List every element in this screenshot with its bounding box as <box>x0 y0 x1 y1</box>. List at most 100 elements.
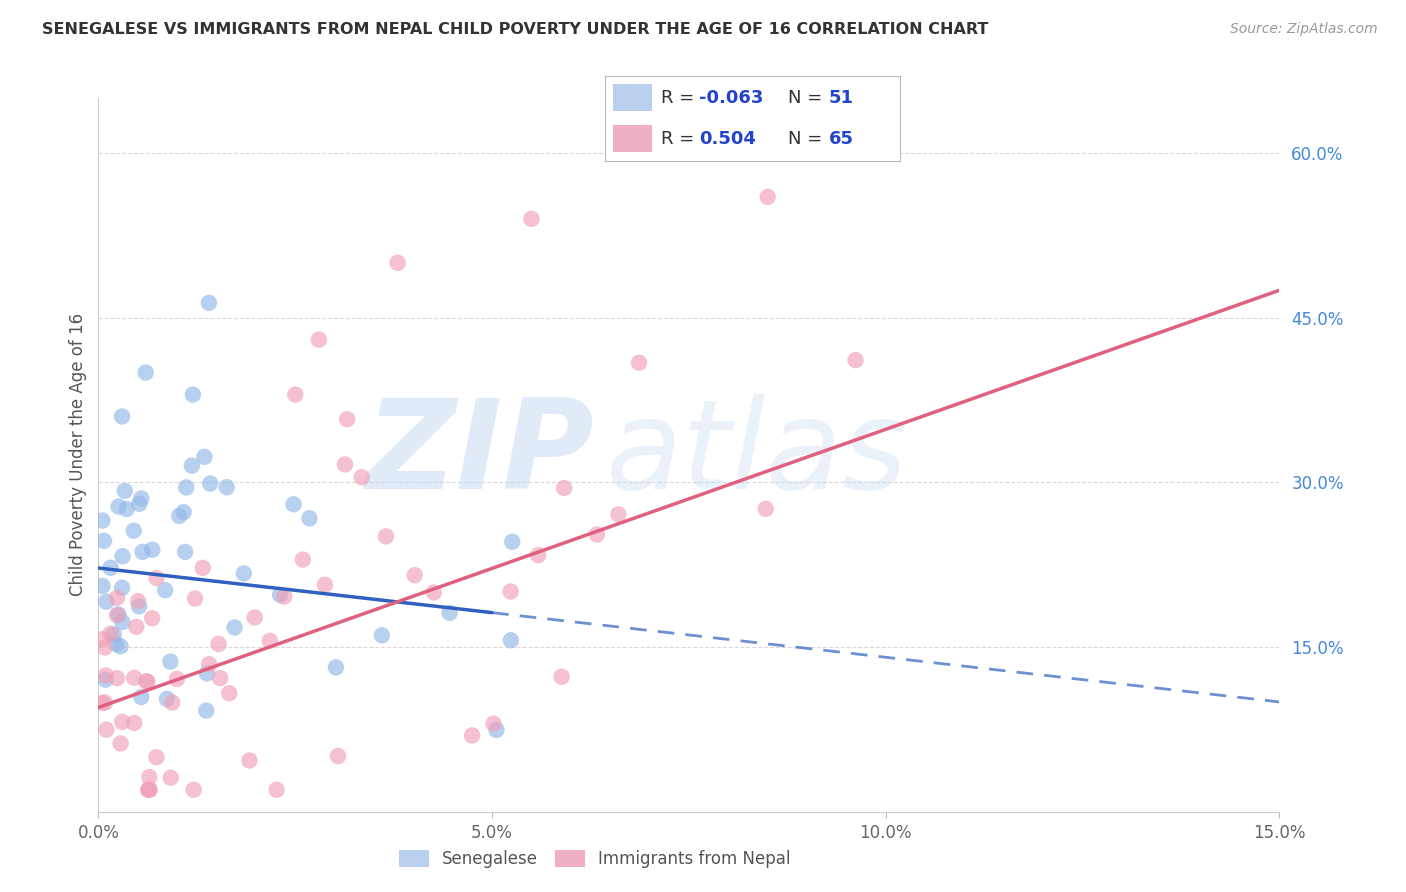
Y-axis label: Child Poverty Under the Age of 16: Child Poverty Under the Age of 16 <box>69 313 87 597</box>
Point <box>756 190 779 204</box>
Legend: Senegalese, Immigrants from Nepal: Senegalese, Immigrants from Nepal <box>392 843 797 875</box>
Point <box>94 640 117 655</box>
Point <box>136 782 159 797</box>
Point <box>91 514 114 528</box>
Point <box>550 670 572 684</box>
Point <box>174 545 197 559</box>
Point <box>183 782 205 797</box>
Point <box>105 637 128 651</box>
Point <box>499 584 522 599</box>
Point <box>184 591 207 606</box>
Point <box>138 782 160 797</box>
Point <box>141 542 163 557</box>
Text: SENEGALESE VS IMMIGRANTS FROM NEPAL CHILD POVERTY UNDER THE AGE OF 16 CORRELATIO: SENEGALESE VS IMMIGRANTS FROM NEPAL CHIL… <box>42 22 988 37</box>
Point <box>553 481 575 495</box>
Point <box>115 502 138 516</box>
Point <box>232 566 254 581</box>
Point <box>107 607 129 622</box>
Point <box>174 480 197 494</box>
Point <box>283 497 305 511</box>
Point <box>181 387 204 401</box>
Point <box>105 608 128 623</box>
Point <box>198 296 221 310</box>
Point <box>138 770 160 784</box>
Point <box>387 256 409 270</box>
Point <box>191 561 214 575</box>
Point <box>156 691 179 706</box>
Point <box>195 666 218 681</box>
Point <box>166 672 188 686</box>
Text: atlas: atlas <box>606 394 908 516</box>
Point <box>91 632 114 647</box>
Point <box>325 660 347 674</box>
Point <box>284 387 307 401</box>
Text: N =: N = <box>787 129 828 147</box>
Point <box>215 480 238 494</box>
Point <box>96 595 118 609</box>
Point <box>160 696 183 710</box>
Text: ZIP: ZIP <box>366 394 595 516</box>
Point <box>404 568 426 582</box>
Point <box>145 571 167 585</box>
Point <box>94 668 117 682</box>
Point <box>198 657 221 672</box>
Point <box>499 633 522 648</box>
Point <box>93 533 115 548</box>
Point <box>111 409 134 424</box>
Text: Source: ZipAtlas.com: Source: ZipAtlas.com <box>1230 22 1378 37</box>
Point <box>461 728 484 742</box>
Point <box>127 594 149 608</box>
Point <box>333 458 356 472</box>
Point <box>114 483 136 498</box>
Point <box>193 450 215 464</box>
Point <box>128 599 150 614</box>
Point <box>91 579 114 593</box>
Point <box>131 491 153 506</box>
Point <box>111 615 134 629</box>
Point <box>266 782 288 797</box>
Point <box>207 637 229 651</box>
Point <box>159 655 181 669</box>
Point <box>136 674 159 689</box>
Text: 0.504: 0.504 <box>699 129 756 147</box>
Text: 65: 65 <box>830 129 853 147</box>
Point <box>128 497 150 511</box>
Point <box>374 529 396 543</box>
Point <box>107 500 129 514</box>
Point <box>131 545 153 559</box>
Point <box>195 704 218 718</box>
Point <box>103 628 125 642</box>
Point <box>139 782 162 797</box>
Point <box>371 628 394 642</box>
Point <box>96 723 118 737</box>
Point <box>198 476 221 491</box>
Point <box>326 749 349 764</box>
Point <box>173 505 195 519</box>
Point <box>527 548 550 562</box>
Point <box>520 211 543 226</box>
Point <box>111 581 134 595</box>
Point <box>105 671 128 685</box>
Text: R =: R = <box>661 129 700 147</box>
Point <box>111 714 134 729</box>
Point <box>224 620 246 634</box>
Point <box>145 750 167 764</box>
Point <box>482 716 505 731</box>
Point <box>135 366 157 380</box>
Point <box>110 640 132 654</box>
Point <box>122 524 145 538</box>
Point <box>607 508 630 522</box>
Point <box>100 561 122 575</box>
Text: N =: N = <box>787 89 828 107</box>
Text: 51: 51 <box>830 89 853 107</box>
Point <box>291 552 314 566</box>
Point <box>94 696 117 710</box>
Text: -0.063: -0.063 <box>699 89 763 107</box>
Point <box>94 673 117 687</box>
Point <box>209 671 232 685</box>
Point <box>439 606 461 620</box>
Point <box>159 771 181 785</box>
Bar <box>613 85 652 112</box>
Point <box>105 591 128 605</box>
Point <box>129 690 152 704</box>
